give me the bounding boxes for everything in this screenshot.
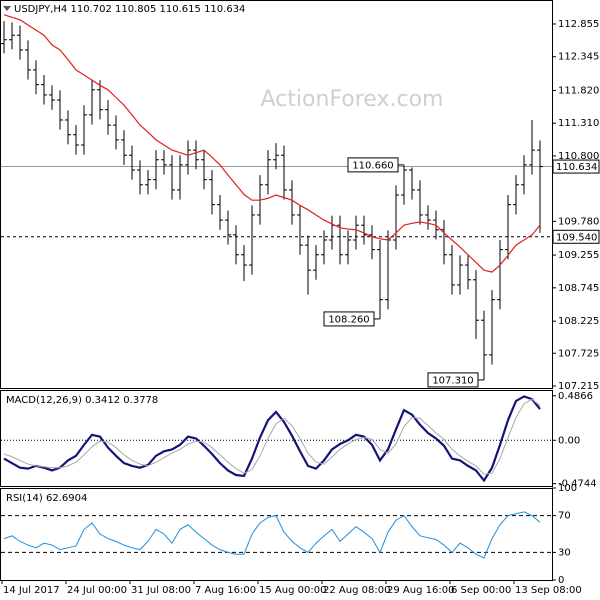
annotation-box — [323, 311, 375, 327]
y-tick-label: 109.255 — [558, 250, 599, 261]
title-icon — [3, 6, 11, 11]
panel-title: RSI(14) 62.6904 — [6, 493, 87, 504]
price-line-box — [552, 229, 600, 244]
panel-title: MACD(12,26,9) 0.3412 0.3778 — [6, 395, 158, 406]
watermark: ActionForex.com — [261, 87, 444, 112]
y-tick-label: 0 — [558, 575, 564, 586]
y-tick-label: 0.4866 — [558, 391, 593, 402]
annotation-box — [427, 372, 479, 388]
panel-title: USDJPY,H4 110.702 110.805 110.615 110.63… — [14, 4, 245, 15]
price-line-label: 110.634 — [556, 162, 597, 173]
moving-average — [3, 14, 541, 273]
y-tick-label: 108.225 — [558, 316, 599, 327]
y-tick-label: 110.800 — [558, 151, 599, 162]
y-tick-label: 112.345 — [558, 52, 599, 63]
panel-frame — [0, 488, 553, 581]
y-tick-label: 0.00 — [558, 435, 580, 446]
x-tick-label: 15 Aug 00:00 — [259, 585, 326, 596]
price-line-label: 109.540 — [556, 232, 597, 243]
y-tick-label: 107.725 — [558, 348, 599, 359]
y-tick-label: 107.215 — [558, 381, 599, 392]
x-tick-label: 29 Aug 16:00 — [387, 585, 454, 596]
annotation-label: 108.260 — [328, 314, 369, 325]
indicator-line — [3, 395, 541, 483]
x-tick-label: 6 Sep 00:00 — [451, 585, 511, 596]
y-tick-label: 109.780 — [558, 216, 599, 227]
indicator-line — [3, 511, 541, 559]
x-tick-label: 24 Jul 00:00 — [67, 585, 127, 596]
y-tick-label: 111.820 — [558, 85, 599, 96]
annotation-label: 107.310 — [432, 375, 473, 386]
x-tick-label: 22 Aug 08:00 — [323, 585, 390, 596]
y-tick-label: 108.745 — [558, 283, 599, 294]
price-line-box — [552, 159, 600, 174]
x-tick-label: 13 Sep 08:00 — [515, 585, 582, 596]
y-tick-label: 100 — [558, 483, 577, 494]
y-tick-label: 30 — [558, 547, 571, 558]
indicator-line — [3, 398, 541, 475]
x-tick-label: 14 Jul 2017 — [3, 585, 60, 596]
annotation-box — [347, 157, 399, 173]
x-tick-label: 31 Jul 08:00 — [131, 585, 191, 596]
x-tick-label: 7 Aug 16:00 — [195, 585, 256, 596]
y-tick-label: 112.855 — [558, 19, 599, 30]
annotation-label: 110.660 — [352, 160, 393, 171]
panel-frame — [0, 390, 553, 487]
y-tick-label: 111.310 — [558, 118, 599, 129]
y-tick-label: 70 — [558, 511, 571, 522]
panel-frame — [0, 0, 553, 389]
y-tick-label: -0.4744 — [558, 479, 597, 490]
